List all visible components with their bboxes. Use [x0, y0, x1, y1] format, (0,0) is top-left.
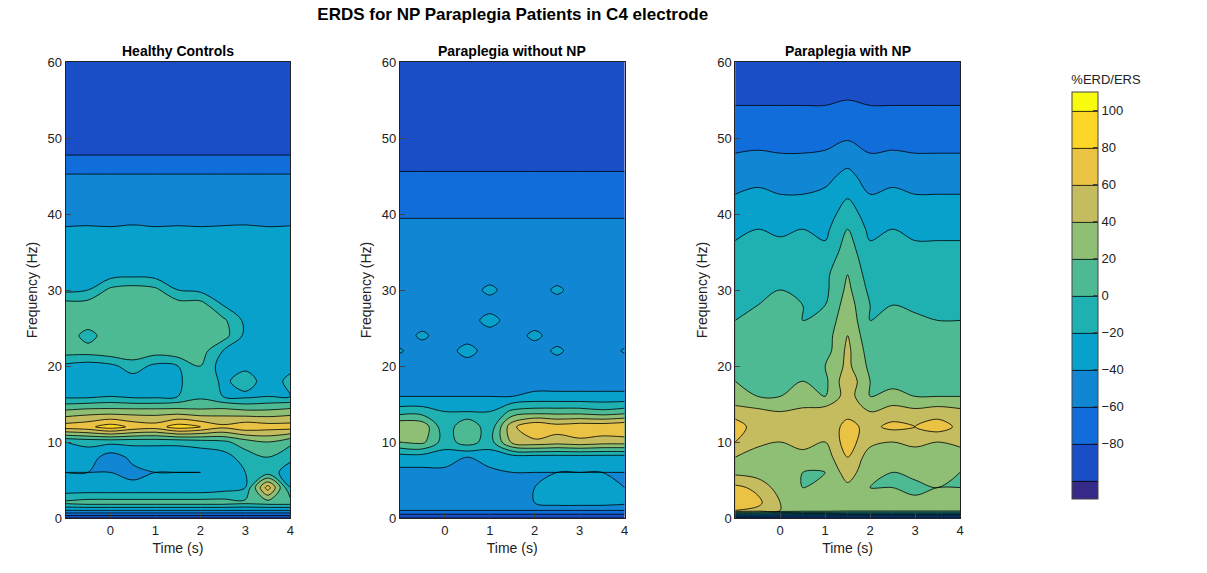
svg-text:1: 1: [822, 523, 829, 538]
svg-text:100: 100: [1102, 103, 1124, 118]
svg-text:1: 1: [152, 523, 159, 538]
svg-text:Frequency (Hz): Frequency (Hz): [358, 242, 374, 338]
svg-text:60: 60: [1102, 177, 1116, 192]
svg-text:4: 4: [287, 523, 294, 538]
svg-text:60: 60: [382, 55, 396, 70]
svg-text:0: 0: [777, 523, 784, 538]
svg-text:20: 20: [717, 359, 731, 374]
svg-text:Frequency (Hz): Frequency (Hz): [24, 242, 40, 338]
svg-text:10: 10: [717, 435, 731, 450]
svg-text:Time (s): Time (s): [487, 540, 538, 556]
svg-text:ERDS for NP Paraplegia Patient: ERDS for NP Paraplegia Patients in C4 el…: [317, 5, 708, 24]
svg-text:20: 20: [382, 359, 396, 374]
svg-text:30: 30: [382, 283, 396, 298]
svg-text:%ERD/ERS: %ERD/ERS: [1071, 72, 1141, 87]
svg-text:4: 4: [621, 523, 628, 538]
svg-text:3: 3: [242, 523, 249, 538]
svg-text:2: 2: [197, 523, 204, 538]
svg-text:40: 40: [47, 207, 61, 222]
svg-text:−20: −20: [1102, 325, 1124, 340]
svg-text:2: 2: [531, 523, 538, 538]
svg-text:Frequency (Hz): Frequency (Hz): [694, 242, 710, 338]
svg-text:−60: −60: [1102, 399, 1124, 414]
svg-text:40: 40: [717, 207, 731, 222]
svg-text:0: 0: [1102, 288, 1109, 303]
svg-text:1: 1: [486, 523, 493, 538]
svg-text:0: 0: [724, 511, 731, 526]
svg-text:10: 10: [382, 435, 396, 450]
svg-text:0: 0: [107, 523, 114, 538]
svg-text:50: 50: [717, 131, 731, 146]
svg-text:0: 0: [441, 523, 448, 538]
svg-text:0: 0: [389, 511, 396, 526]
svg-text:4: 4: [956, 523, 963, 538]
svg-text:Time (s): Time (s): [822, 540, 873, 556]
svg-text:30: 30: [717, 283, 731, 298]
svg-text:30: 30: [47, 283, 61, 298]
svg-text:50: 50: [47, 131, 61, 146]
svg-text:Healthy Controls: Healthy Controls: [122, 43, 234, 59]
svg-text:60: 60: [717, 55, 731, 70]
svg-text:3: 3: [911, 523, 918, 538]
svg-text:80: 80: [1102, 140, 1116, 155]
svg-text:3: 3: [576, 523, 583, 538]
svg-text:Paraplegia without NP: Paraplegia without NP: [438, 43, 586, 59]
svg-text:20: 20: [47, 359, 61, 374]
svg-text:20: 20: [1102, 251, 1116, 266]
svg-text:50: 50: [382, 131, 396, 146]
svg-text:−80: −80: [1102, 436, 1124, 451]
svg-text:2: 2: [866, 523, 873, 538]
svg-text:Paraplegia with NP: Paraplegia with NP: [785, 43, 911, 59]
svg-text:40: 40: [382, 207, 396, 222]
svg-text:10: 10: [47, 435, 61, 450]
svg-text:60: 60: [47, 55, 61, 70]
svg-text:Time (s): Time (s): [152, 540, 203, 556]
svg-text:0: 0: [55, 511, 62, 526]
svg-text:−40: −40: [1102, 362, 1124, 377]
svg-text:40: 40: [1102, 214, 1116, 229]
